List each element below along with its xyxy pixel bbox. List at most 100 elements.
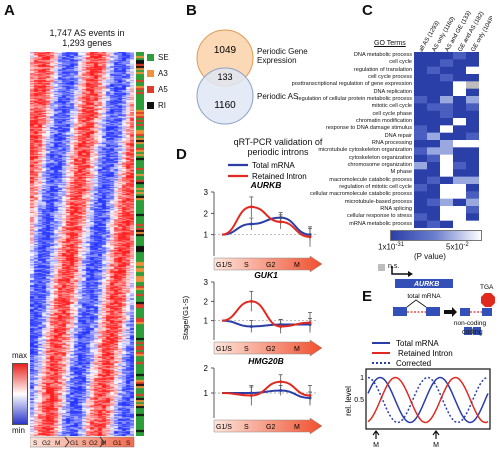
go-heat-cell — [453, 147, 466, 155]
data-point — [249, 299, 253, 303]
go-heat-cell — [453, 169, 466, 177]
go-heat-cell — [414, 198, 427, 207]
go-heat-cell — [466, 176, 479, 185]
go-heat-cell — [427, 198, 440, 207]
go-heat-cell — [453, 74, 466, 82]
stage-label: M — [294, 262, 300, 269]
legend-text-a3: A3 — [158, 69, 168, 78]
stage-label: G1/S — [216, 262, 232, 269]
panel-c-label: C — [362, 2, 373, 19]
go-heat-cell — [414, 220, 427, 228]
go-term: RNA processing — [371, 139, 412, 146]
legend-swatch-a3 — [147, 70, 154, 77]
go-heat-cell — [414, 59, 427, 67]
splice-junction — [406, 299, 427, 308]
legend-retained-text: Retained Intron — [252, 172, 307, 181]
go-heat-cell — [414, 81, 427, 89]
panel-d-title-line2: periodic introns — [247, 147, 309, 157]
go-heat-cell — [453, 132, 466, 141]
go-heat-cell — [440, 162, 453, 170]
venn-top-label-line1: Periodic Gene — [257, 47, 308, 56]
stage-label: S — [244, 424, 249, 431]
go-heat-cell — [466, 191, 479, 199]
go-heat-cell — [466, 206, 479, 214]
stage-label: G1/S — [216, 346, 232, 353]
go-heat-cell — [440, 154, 453, 163]
mitosis-marker-label: M — [433, 442, 439, 447]
stage-label: M — [101, 440, 106, 447]
data-point — [279, 389, 283, 392]
go-heat-cell — [427, 88, 440, 97]
go-heat-cell — [466, 103, 479, 111]
stage-label: G2 — [89, 440, 98, 447]
legend-e-retained-text: Retained Intron — [398, 349, 453, 358]
venn-top-label: Periodic Gene Expression — [257, 47, 308, 65]
legend-swatch-se — [147, 54, 154, 61]
stage-label: G1/S — [216, 424, 232, 431]
y-tick-label: 1 — [204, 389, 209, 398]
go-term: macromolecule catabolic process — [329, 176, 412, 183]
pvalue-high-base: 5x10 — [446, 242, 464, 252]
go-heat-cell — [427, 96, 440, 104]
go-heat-cell — [427, 154, 440, 163]
y-tick-label: 3 — [204, 188, 209, 197]
venn-bottom-label: Periodic AS — [257, 92, 299, 101]
legend-swatch-ri — [147, 102, 154, 109]
tss-arrowhead — [408, 271, 413, 277]
go-term: regulation of mitotic cell cycle — [339, 183, 412, 190]
go-heat-cell — [453, 162, 466, 170]
go-heat-cell — [466, 59, 479, 67]
panel-d-title: qRT-PCR validation of periodic introns — [208, 137, 348, 157]
go-heat-cell — [466, 81, 479, 89]
go-heat-cell — [414, 88, 427, 97]
coding-exon-1 — [464, 327, 472, 335]
panel-a-title-line2: 1,293 genes — [62, 38, 112, 48]
legend-text-a5: A5 — [158, 85, 168, 94]
venn-overlap-value: 133 — [217, 72, 232, 82]
go-heat-cell — [440, 88, 453, 97]
stage-label: S — [244, 346, 249, 353]
legend-text-ri: RI — [158, 101, 166, 110]
legend-e-corrected-text: Corrected — [396, 359, 431, 368]
go-heat-cell — [466, 88, 479, 97]
go-heat-cell — [414, 110, 427, 119]
data-point — [308, 321, 312, 325]
color-scale-bar — [12, 363, 28, 425]
go-heat-cell — [427, 110, 440, 119]
go-heat-cell — [453, 191, 466, 199]
go-term: regulation of translation — [353, 66, 412, 73]
retained-intron-line — [367, 376, 489, 424]
go-heat-cell — [453, 110, 466, 119]
stage-label: M — [294, 346, 300, 353]
stage-arrow — [213, 255, 323, 273]
legend-a3: A3 — [147, 69, 169, 78]
as-type-legend: SE A3 A5 RI — [147, 53, 169, 117]
y-axis-label: Stage/(G1-S) — [181, 295, 190, 340]
go-term: cytoskeleton organization — [348, 154, 412, 161]
corrected-line — [367, 376, 489, 424]
go-heat-cell — [453, 198, 466, 207]
stage-label: G2 — [266, 262, 275, 269]
go-term: mitotic cell cycle — [371, 103, 412, 110]
stage-label: G2 — [266, 346, 275, 353]
go-heat-cell — [440, 59, 453, 67]
panel-a-title-line1: 1,747 AS events in — [49, 28, 125, 38]
go-heat-cell — [414, 96, 427, 104]
go-heat-cell — [466, 154, 479, 163]
go-heat-cell — [466, 118, 479, 126]
chart-gene-title: HMG20B — [248, 356, 283, 366]
mitosis-marker-label: M — [373, 442, 379, 447]
legend-a5: A5 — [147, 85, 169, 94]
go-terms-header: GO Terms — [374, 40, 406, 47]
series-line-retained — [221, 300, 311, 328]
go-term: DNA repair — [384, 132, 412, 139]
go-term: RNA splicing — [380, 205, 412, 212]
go-term: cell cycle process — [368, 73, 412, 80]
pvalue-high-exp: -2 — [463, 242, 469, 248]
go-heat-cell — [453, 213, 466, 221]
data-point — [279, 324, 283, 328]
panel-e-label: E — [362, 288, 373, 305]
go-column-headers: all AS (1293)AS only (1160)AS and GE (13… — [419, 10, 492, 53]
go-heat-cell — [466, 74, 479, 82]
panel-a-title: 1,747 AS events in 1,293 genes — [32, 28, 142, 48]
